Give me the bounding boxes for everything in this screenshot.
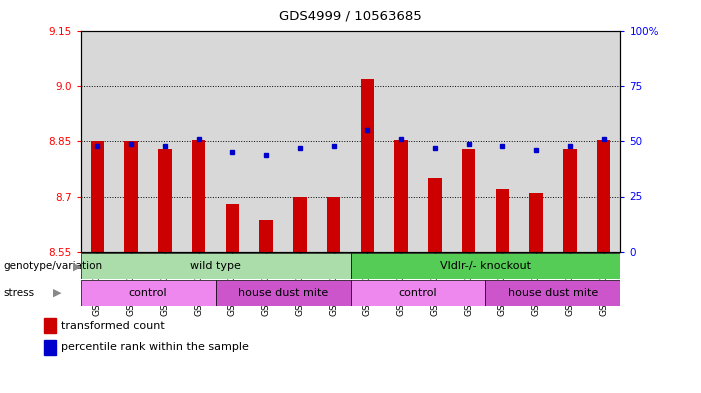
Bar — [360, 79, 374, 252]
Bar — [587, 31, 620, 252]
Bar — [563, 149, 576, 252]
Bar — [496, 189, 509, 252]
Text: GDS4999 / 10563685: GDS4999 / 10563685 — [279, 10, 422, 23]
Bar — [216, 280, 350, 306]
Bar — [317, 31, 350, 252]
Text: transformed count: transformed count — [61, 321, 165, 331]
Bar — [81, 280, 216, 306]
Bar — [250, 31, 283, 252]
Bar — [81, 253, 350, 279]
Bar — [259, 220, 273, 252]
Bar — [519, 31, 553, 252]
Bar — [327, 196, 341, 252]
Text: control: control — [129, 288, 168, 298]
Bar — [395, 140, 408, 252]
Bar — [428, 178, 442, 252]
Text: house dust mite: house dust mite — [238, 288, 328, 298]
Bar — [350, 253, 620, 279]
Bar — [293, 196, 306, 252]
Text: control: control — [399, 288, 437, 298]
Bar — [192, 140, 205, 252]
Bar — [529, 193, 543, 252]
Text: ▶: ▶ — [53, 288, 62, 298]
Bar — [81, 31, 114, 252]
Bar — [597, 140, 611, 252]
Text: stress: stress — [4, 288, 34, 298]
Bar — [216, 31, 250, 252]
Bar — [148, 31, 182, 252]
Bar — [226, 204, 239, 252]
Bar — [44, 318, 56, 333]
Bar — [125, 141, 138, 252]
Bar — [158, 149, 172, 252]
Bar — [553, 31, 587, 252]
Bar — [44, 340, 56, 355]
Bar — [485, 280, 620, 306]
Bar — [451, 31, 485, 252]
Text: Vldlr-/- knockout: Vldlr-/- knockout — [440, 261, 531, 271]
Text: wild type: wild type — [190, 261, 241, 271]
Text: percentile rank within the sample: percentile rank within the sample — [61, 342, 249, 353]
Bar — [182, 31, 216, 252]
Bar — [418, 31, 451, 252]
Bar — [350, 280, 485, 306]
Text: house dust mite: house dust mite — [508, 288, 598, 298]
Bar — [462, 149, 475, 252]
Bar — [350, 31, 384, 252]
Bar — [283, 31, 317, 252]
Text: ▶: ▶ — [73, 261, 81, 271]
Bar — [384, 31, 418, 252]
Bar — [114, 31, 148, 252]
Bar — [90, 141, 104, 252]
Text: genotype/variation: genotype/variation — [4, 261, 102, 271]
Bar — [485, 31, 519, 252]
